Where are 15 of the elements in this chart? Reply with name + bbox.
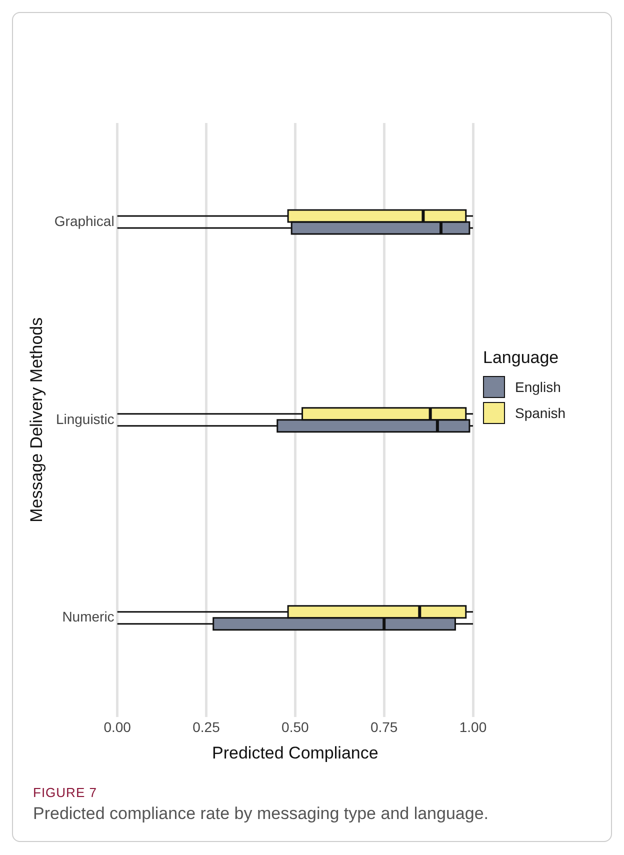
y-tick-label: Numeric xyxy=(62,608,114,625)
x-axis-title: Predicted Compliance xyxy=(212,743,378,762)
caption: FIGURE 7 xyxy=(33,785,98,800)
y-axis-title: Message Delivery Methods xyxy=(26,317,46,522)
x-tick-label: 0.00 xyxy=(104,719,132,736)
x-tick-label: 1.00 xyxy=(459,719,487,736)
y-tick-label: Linguistic xyxy=(56,410,114,427)
legend-label: English xyxy=(515,379,561,395)
legend-title: Language xyxy=(483,348,560,368)
text: Predicted compliance rate by messaging type and language. xyxy=(33,804,490,824)
x-tick-label: 0.75 xyxy=(370,719,398,736)
legend-label: Spanish xyxy=(515,405,566,421)
x-tick-label: 0.25 xyxy=(192,719,220,736)
y-tick-label: Graphical xyxy=(54,212,114,229)
x-tick-label: 0.50 xyxy=(282,719,309,736)
